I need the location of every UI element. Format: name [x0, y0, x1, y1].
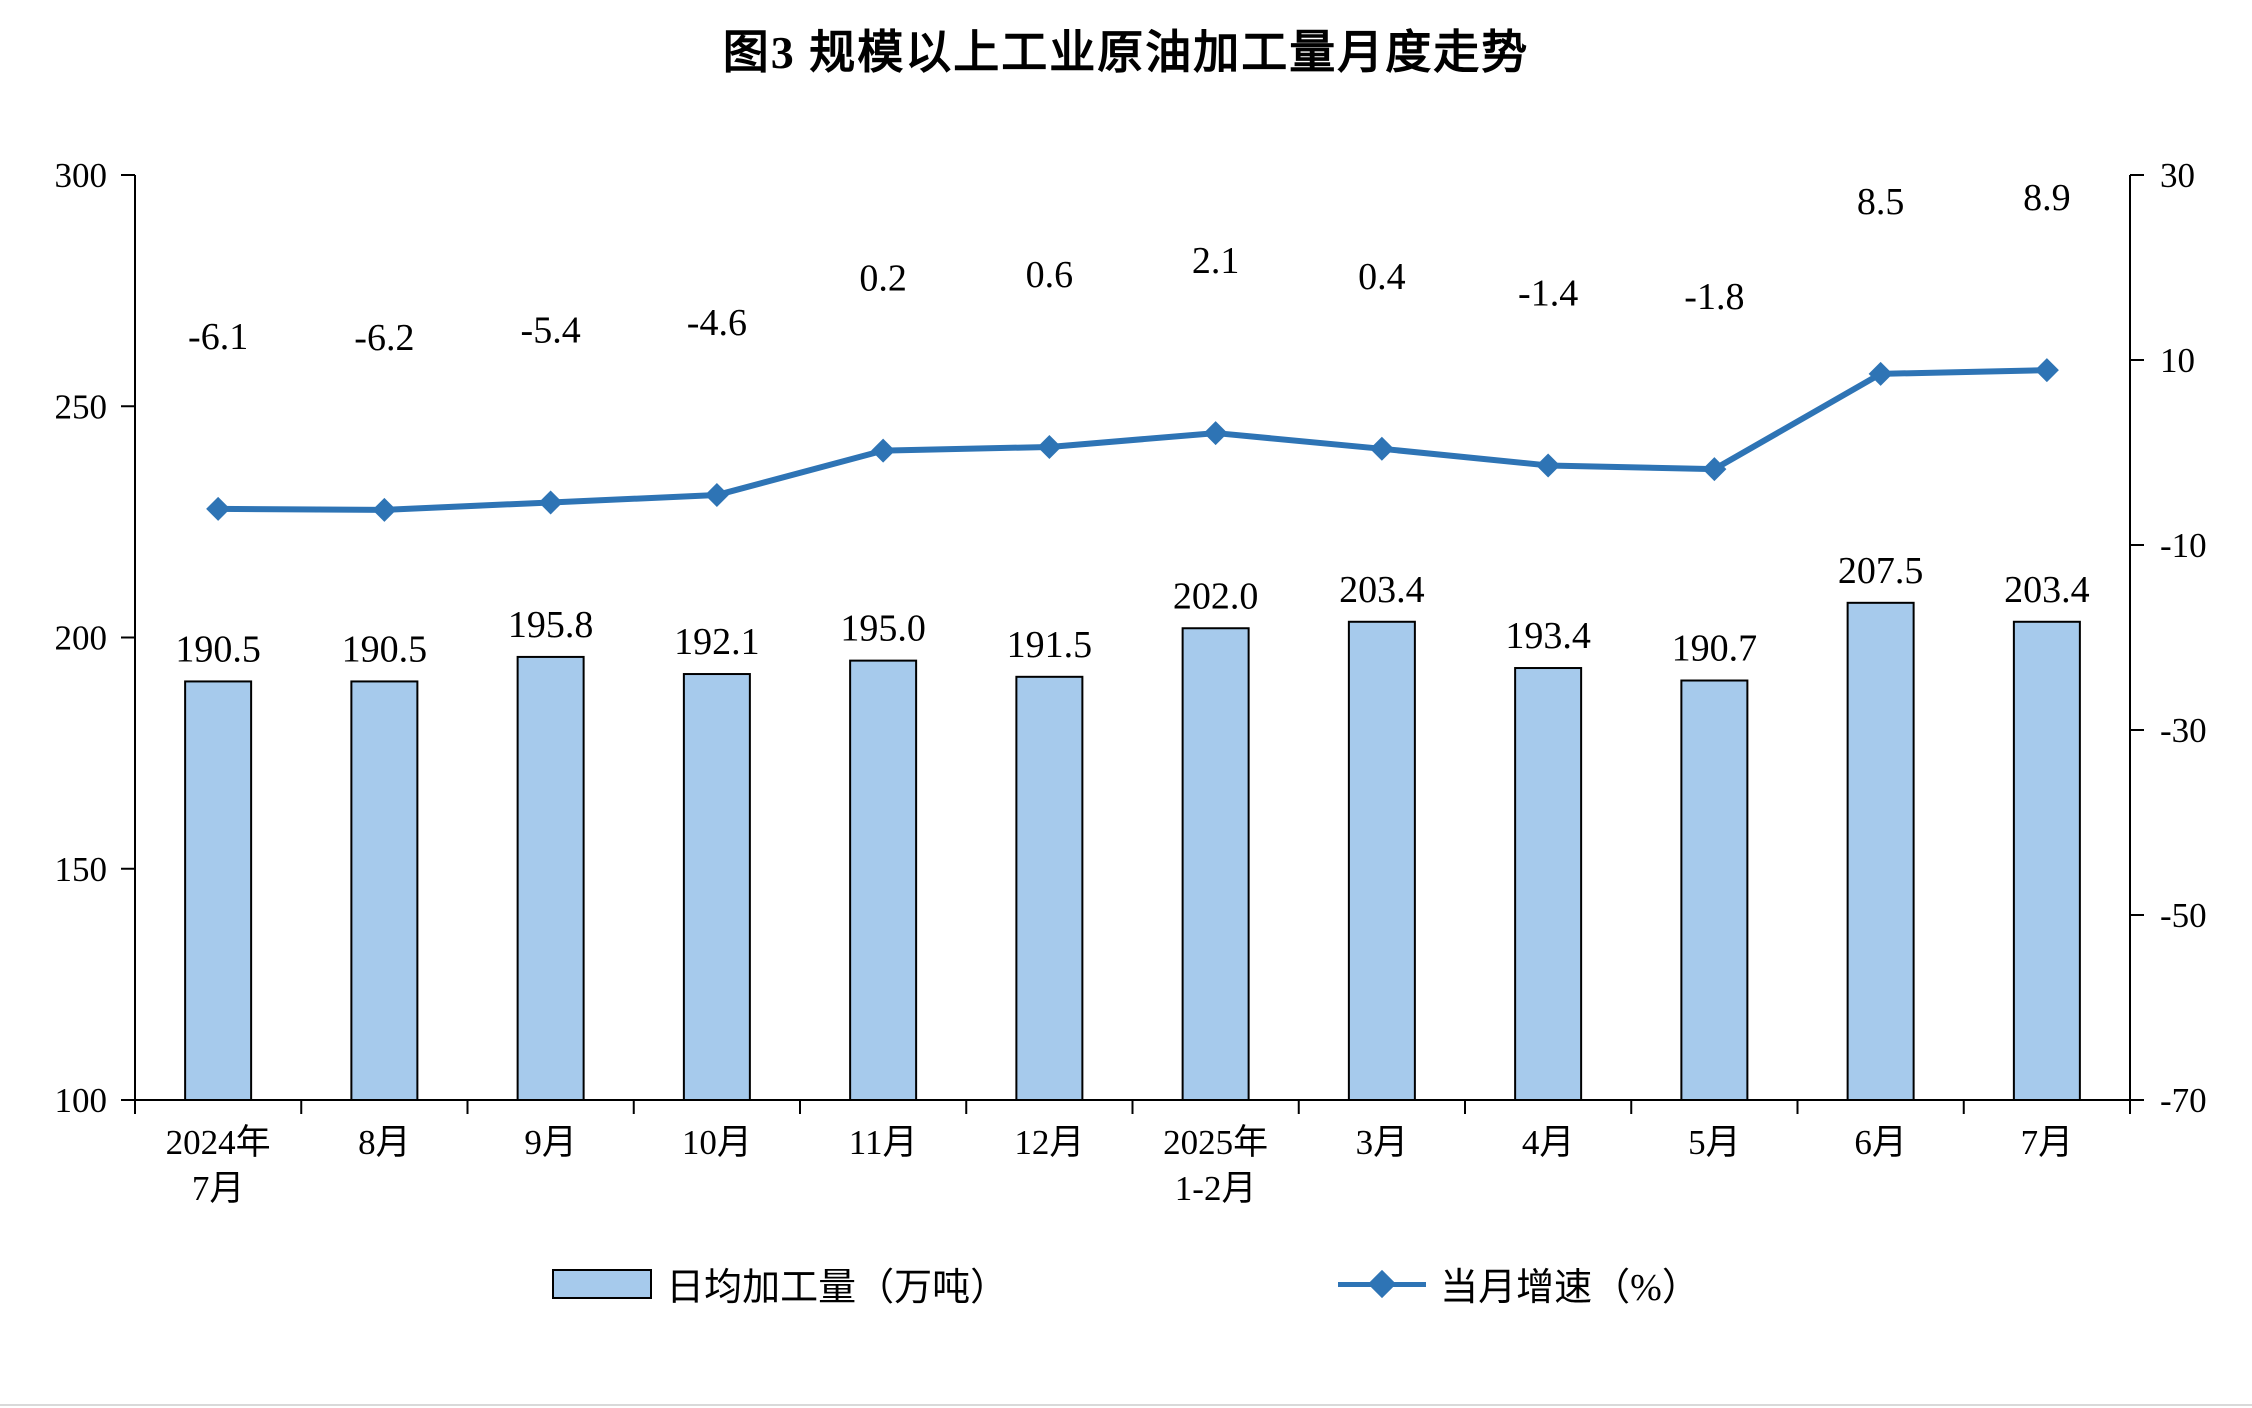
bar-series-swatch: [552, 1268, 653, 1299]
left-axis-tick-label: 200: [55, 619, 108, 658]
line-marker-icon: [1369, 436, 1394, 461]
bar: [1015, 675, 1084, 1101]
right-axis-tick-label: -50: [2160, 896, 2207, 935]
line-marker-icon: [2034, 358, 2059, 383]
bar-value-label: 191.5: [1007, 624, 1093, 666]
line-marker-icon: [1702, 457, 1727, 482]
x-axis-category-label: 10月: [682, 1123, 752, 1162]
left-axis-tick-label: 150: [55, 850, 108, 889]
line-value-label: 0.2: [859, 258, 907, 300]
x-axis-category-label: 7月: [2021, 1123, 2074, 1162]
bar-value-label: 207.5: [1838, 550, 1924, 592]
right-axis-tick-label: -30: [2160, 711, 2207, 750]
line-series-swatch: [1338, 1269, 1427, 1299]
bar: [184, 680, 253, 1101]
line-marker-icon: [538, 490, 563, 515]
chart-title: 图3 规模以上工业原油加工量月度走势: [722, 27, 1530, 78]
line-value-label: 2.1: [1192, 240, 1240, 282]
line-value-label: -1.4: [1518, 272, 1578, 314]
line-marker-icon: [1203, 421, 1228, 446]
page-bottom-divider: [0, 1404, 2252, 1406]
line-value-label: -6.1: [188, 316, 248, 358]
right-axis-tick-label: -10: [2160, 526, 2207, 565]
line-marker-icon: [372, 497, 397, 522]
growth-line: [218, 367, 2047, 513]
line-value-label: 8.9: [2023, 177, 2071, 219]
bar-value-label: 202.0: [1173, 575, 1259, 617]
bar-value-label: 195.0: [840, 608, 926, 650]
right-axis-tick-label: 30: [2160, 156, 2195, 195]
line-marker-icon: [871, 438, 896, 463]
chart-legend: 日均加工量（万吨） 当月增速（%）: [0, 1256, 2252, 1311]
bar-value-label: 190.7: [1672, 628, 1758, 670]
line-marker-icon: [704, 483, 729, 508]
bar: [516, 655, 585, 1101]
line-marker-icon: [206, 496, 231, 521]
x-axis-category-label: 8月: [358, 1123, 411, 1162]
line-value-label: -5.4: [521, 309, 581, 351]
x-axis-category-label: 11月: [849, 1123, 918, 1162]
left-axis-tick-label: 300: [55, 156, 108, 195]
bar-value-label: 190.5: [175, 628, 261, 670]
legend-item-line: 当月增速（%）: [1338, 1256, 1700, 1311]
line-value-label: 0.4: [1358, 256, 1406, 298]
bar: [1181, 627, 1250, 1101]
right-axis-tick-label: 10: [2160, 341, 2195, 380]
bar: [1347, 620, 1416, 1102]
x-axis-category-label: 2024年 7月: [166, 1123, 271, 1208]
bar-value-label: 195.8: [508, 604, 594, 646]
bar-value-label: 192.1: [674, 621, 760, 663]
left-axis-tick-label: 250: [55, 387, 108, 426]
chart-plot: 100 150 200 250 300 -70 -50 -30 -10 10 30 2024年 7月 8月…: [55, 156, 2207, 1208]
bar-value-label: 190.5: [342, 628, 428, 670]
line-marker-icon: [1536, 453, 1561, 478]
x-axis-category-label: 2025年 1-2月: [1163, 1123, 1268, 1208]
left-axis-tick-label: 100: [55, 1081, 108, 1120]
bar: [849, 659, 918, 1101]
bar: [1846, 601, 1915, 1101]
x-axis-category-label: 5月: [1688, 1123, 1741, 1162]
legend-bar-label: 日均加工量（万吨）: [666, 1267, 1009, 1309]
x-axis-category-label: 12月: [1014, 1123, 1084, 1162]
bar-value-label: 193.4: [1505, 615, 1591, 657]
x-axis-category-label: 3月: [1356, 1123, 1409, 1162]
bar: [1514, 667, 1583, 1102]
line-marker-icon: [1868, 361, 1893, 386]
line-value-label: 8.5: [1857, 181, 1905, 223]
bar-value-label: 203.4: [1339, 569, 1425, 611]
right-axis-tick-label: -70: [2160, 1081, 2207, 1120]
bar: [350, 680, 419, 1101]
legend-line-label: 当月增速（%）: [1440, 1267, 1700, 1309]
line-value-label: 0.6: [1026, 254, 1074, 296]
line-value-label: -4.6: [687, 302, 747, 344]
bar: [2012, 620, 2081, 1102]
bar: [1680, 679, 1749, 1101]
x-axis-category-label: 6月: [1854, 1123, 1907, 1162]
x-axis-category-label: 4月: [1522, 1123, 1575, 1162]
line-marker-icon: [1037, 434, 1062, 459]
legend-item-bar: 日均加工量（万吨）: [552, 1256, 1008, 1311]
line-value-label: -1.8: [1684, 276, 1744, 318]
x-axis-category-label: 9月: [524, 1123, 577, 1162]
diamond-marker-icon: [1368, 1269, 1397, 1298]
bar: [682, 673, 751, 1101]
line-value-label: -6.2: [354, 317, 414, 359]
bar-value-label: 203.4: [2004, 569, 2090, 611]
